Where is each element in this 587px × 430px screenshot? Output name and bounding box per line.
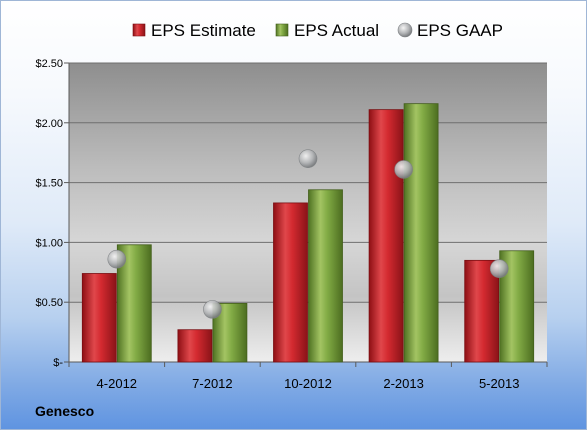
eps-estimate-bar — [464, 259, 500, 363]
legend-eps-estimate-label: EPS Estimate — [151, 21, 256, 40]
legend-eps-actual-label: EPS Actual — [294, 21, 379, 40]
eps-estimate-bar — [273, 202, 308, 363]
eps-gaap-marker — [107, 249, 127, 269]
x-tick-label: 10-2012 — [284, 376, 332, 391]
eps-gaap-marker — [394, 160, 413, 179]
x-tick-label: 2-2013 — [383, 376, 423, 391]
y-tick-label: $- — [53, 357, 63, 369]
x-tick-label: 7-2012 — [192, 376, 232, 391]
eps-gaap-marker — [489, 259, 509, 279]
x-tick-label: 5-2013 — [479, 376, 519, 391]
eps-gaap-marker — [203, 300, 222, 319]
eps-estimate-bar — [177, 329, 213, 363]
legend-eps-actual-swatch — [275, 23, 289, 37]
eps-estimate-bar — [81, 273, 117, 363]
y-tick-label: $2.50 — [35, 58, 63, 70]
legend-eps-gaap-label: EPS GAAP — [417, 21, 503, 40]
eps-estimate-bar — [368, 109, 404, 363]
eps-actual-bar — [308, 189, 343, 363]
y-tick-label: $0.50 — [35, 297, 63, 309]
eps-gaap-marker — [298, 149, 318, 168]
legend-eps-gaap-swatch — [397, 22, 413, 38]
x-tick-label: 4-2012 — [97, 376, 137, 391]
y-tick-label: $1.00 — [35, 237, 63, 249]
legend-eps-estimate-swatch — [132, 23, 146, 37]
y-tick-label: $2.00 — [35, 118, 63, 130]
y-tick-label: $1.50 — [35, 178, 63, 190]
eps-actual-bar — [403, 103, 439, 363]
company-label: Genesco — [35, 403, 95, 419]
